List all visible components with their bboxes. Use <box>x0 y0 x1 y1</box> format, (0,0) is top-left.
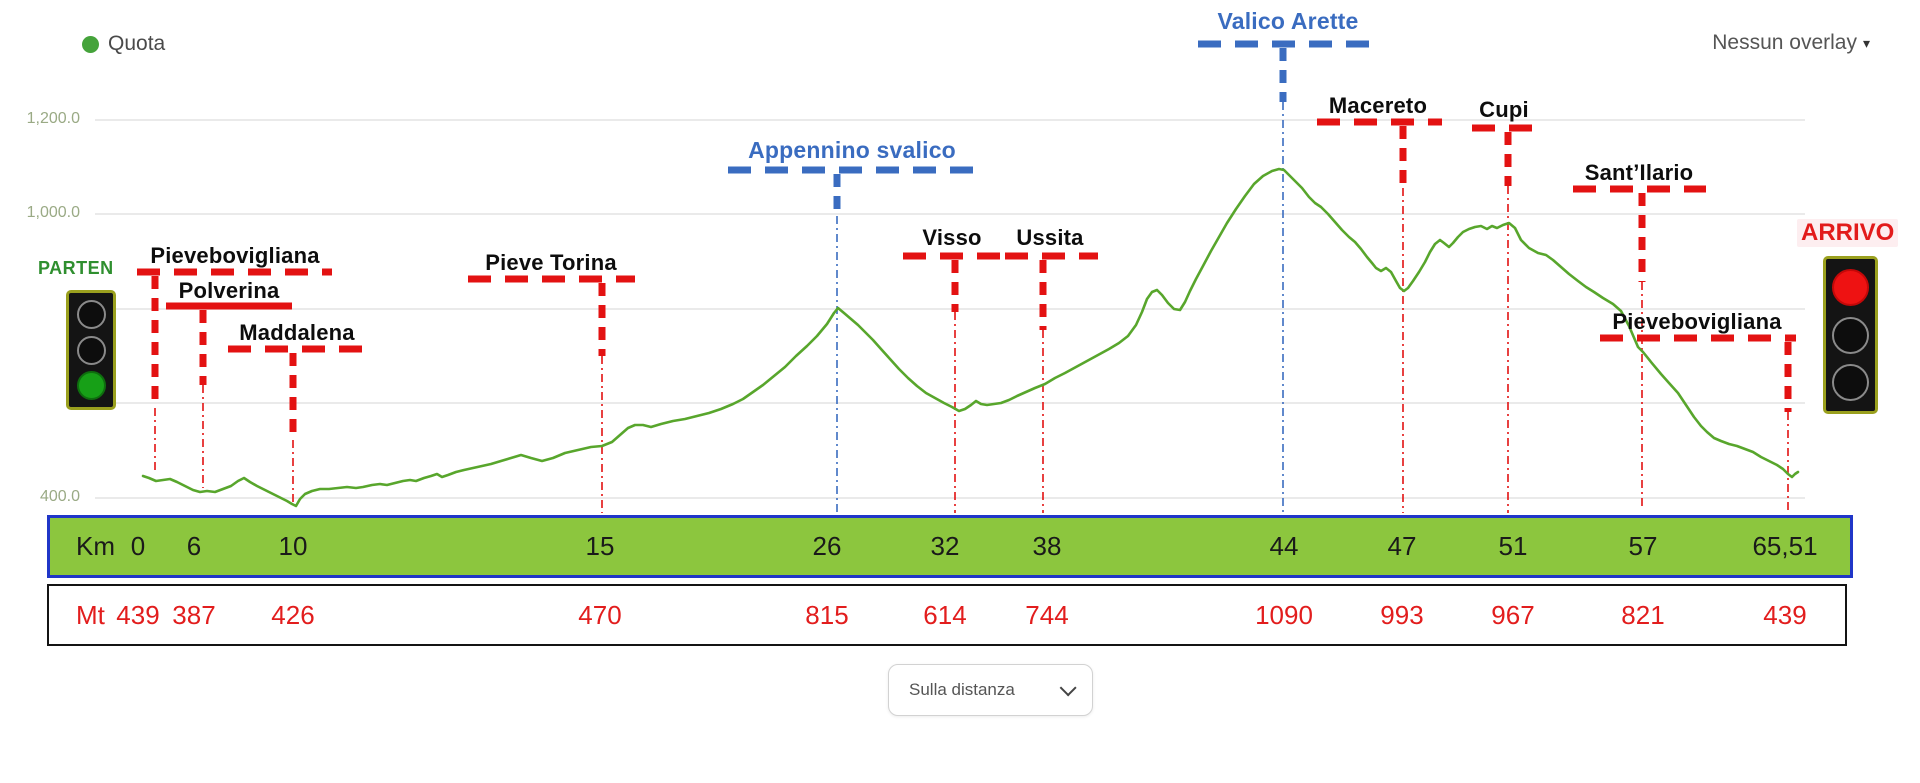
legend-quota[interactable]: Quota <box>82 32 165 56</box>
chevron-down-icon: ▾ <box>1862 34 1870 51</box>
mt-value-sant-ilario: 821 <box>1621 600 1665 630</box>
y-axis-tick-400: 400.0 <box>39 488 80 505</box>
km-value-appennino-svalico: 26 <box>812 531 842 561</box>
lamp-red-off <box>76 299 106 329</box>
km-value-valico-arette: 44 <box>1269 531 1299 561</box>
km-axis-bar <box>47 515 1853 578</box>
km-value-cupi: 51 <box>1498 531 1528 561</box>
mt-value-visso: 614 <box>923 600 967 630</box>
marker-label-pieve-torina: Pieve Torina <box>485 250 617 275</box>
mt-value-pieve-torina: 470 <box>578 600 622 630</box>
legend-dot-icon <box>82 35 99 53</box>
km-value-polverina: 6 <box>186 531 202 561</box>
marker-label-cupi: Cupi <box>1479 97 1529 122</box>
km-value-maddalena: 10 <box>278 531 308 561</box>
elevation-line <box>141 167 1800 508</box>
mt-value-pievebovigliana: 439 <box>1763 600 1807 630</box>
mt-unit-label: Mt <box>76 600 105 630</box>
x-axis-mode-select[interactable]: Sulla distanza <box>888 664 1093 716</box>
legend-label: Quota <box>108 32 166 55</box>
km-value-macereto: 47 <box>1387 531 1417 561</box>
chevron-down-icon <box>1059 679 1077 697</box>
lamp-red-on <box>1832 269 1869 307</box>
marker-label-sant-ilario: Sant’Ilario <box>1584 160 1694 185</box>
y-axis-tick-1000: 1,000.0 <box>26 204 80 221</box>
km-value-visso: 32 <box>930 531 960 561</box>
mt-value-polverina: 387 <box>172 600 216 630</box>
marker-label-polverina: Polverina <box>178 278 280 303</box>
mt-value-maddalena: 426 <box>271 600 315 630</box>
mt-values-bar <box>47 584 1847 646</box>
start-label: PARTEN <box>38 258 114 278</box>
km-value-pievebovigliana: 65,51 <box>1752 531 1818 561</box>
overlay-dropdown[interactable]: Nessun overlay ▾ <box>1712 31 1870 55</box>
km-value-sant-ilario: 57 <box>1628 531 1658 561</box>
lamp-yellow-off <box>76 335 106 365</box>
mt-value-macereto: 993 <box>1380 600 1424 630</box>
marker-label-visso: Visso <box>922 225 982 250</box>
lamp-green-on <box>76 371 106 401</box>
km-value-pieve-torina: 15 <box>585 531 615 561</box>
km-value-ussita: 38 <box>1032 531 1062 561</box>
y-axis-tick-1200: 1,200.0 <box>26 110 80 127</box>
mt-value-pievebovigliana: 439 <box>116 600 160 630</box>
km-value-pievebovigliana: 0 <box>130 531 146 561</box>
mt-value-valico-arette: 1090 <box>1255 600 1313 630</box>
mt-value-cupi: 967 <box>1491 600 1535 630</box>
marker-label-maddalena: Maddalena <box>239 320 355 345</box>
finish-traffic-light-icon <box>1823 256 1878 414</box>
marker-label-pievebovigliana: Pievebovigliana <box>150 243 320 268</box>
start-traffic-light-icon <box>66 290 116 410</box>
marker-label-ussita: Ussita <box>1016 225 1084 250</box>
overlay-dropdown-label: Nessun overlay <box>1712 31 1857 54</box>
marker-label-pievebovigliana: Pievebovigliana <box>1612 309 1782 334</box>
finish-label: ARRIVO <box>1797 219 1899 247</box>
mt-value-ussita: 744 <box>1025 600 1069 630</box>
x-axis-mode-value: Sulla distanza <box>909 680 1015 699</box>
marker-label-macereto: Macereto <box>1328 93 1428 118</box>
mt-value-appennino-svalico: 815 <box>805 600 849 630</box>
marker-label-appennino-svalico: Appennino svalico <box>748 137 956 163</box>
lamp-yellow-off <box>1832 316 1869 354</box>
km-unit-label: Km <box>76 531 115 561</box>
lamp-green-off <box>1832 363 1869 401</box>
marker-label-valico-arette: Valico Arette <box>1217 8 1359 34</box>
